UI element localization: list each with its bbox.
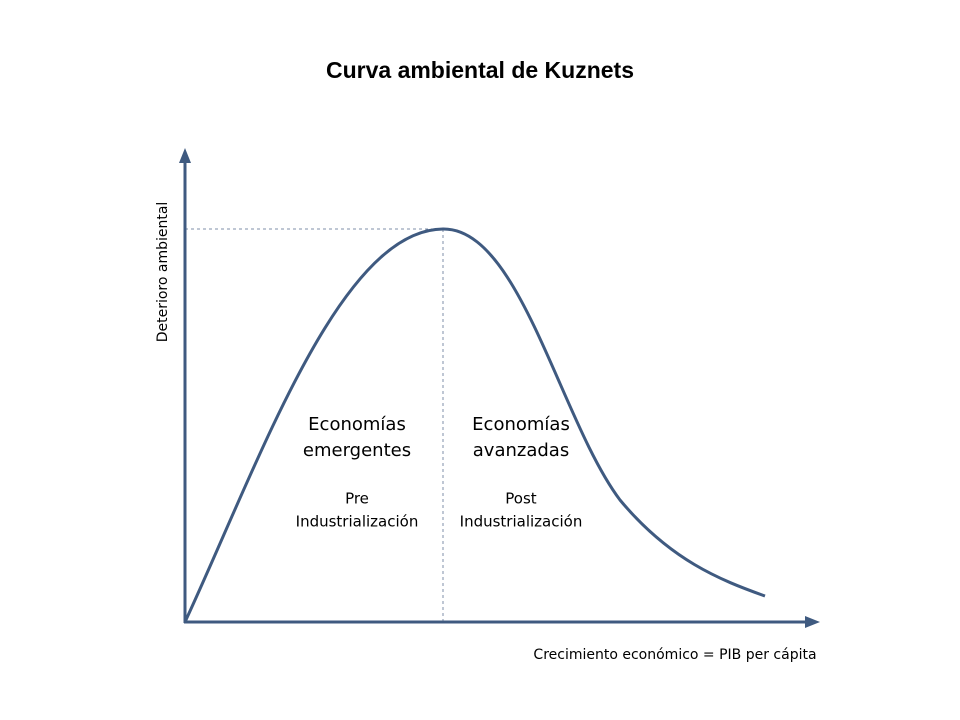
region-stage: Industrialización [296, 513, 419, 531]
title: Curva ambiental de Kuznets [326, 57, 634, 83]
region-stage: Post [505, 490, 537, 508]
region-stage: Industrialización [460, 513, 583, 531]
x-axis-arrow [805, 616, 820, 628]
region-heading: Economías [472, 414, 570, 435]
y-axis-arrow [179, 148, 191, 163]
region-heading: avanzadas [473, 440, 569, 461]
region-heading: Economías [308, 414, 406, 435]
x-axis-label: Crecimiento económico = PIB per cápita [533, 647, 816, 663]
y-axis-label: Deterioro ambiental [155, 202, 171, 343]
kuznets-curve [183, 227, 766, 623]
region-stage: Pre [345, 490, 369, 508]
region-heading: emergentes [303, 440, 411, 461]
